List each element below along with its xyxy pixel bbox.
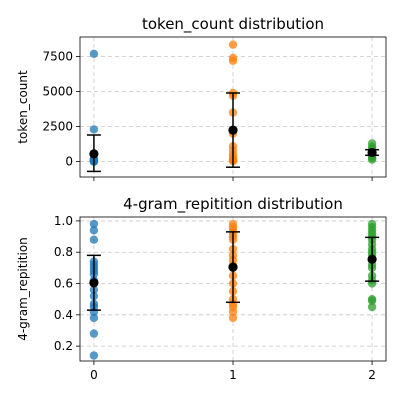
panel2-ytick-label-3: 0.8: [54, 245, 73, 259]
panel1-ytick-label-2: 5000: [42, 85, 73, 99]
panel2-mean-point-0: [89, 278, 99, 288]
panel2-series1-point-17: [228, 307, 238, 316]
panel1-series0-point-1: [89, 125, 99, 134]
panel2-series0-point-17: [89, 351, 99, 360]
panel1-ytick-label-1: 2500: [42, 120, 73, 134]
panel2-mean-point-2: [367, 254, 377, 264]
panel2-series0-point-15: [89, 313, 99, 323]
panel1-series1-point-2: [228, 56, 238, 65]
panel1-mean-point-2: [367, 147, 377, 158]
panel1-title: token_count distribution: [142, 15, 324, 34]
panel2-xtick-label-0: 0: [90, 368, 98, 382]
panel1-mean-point-1: [228, 125, 238, 135]
panel1-ytick-label-3: 7500: [42, 50, 73, 64]
panel2-series1-point-18: [228, 313, 238, 323]
panel2-title: 4-gram_repitition distribution: [123, 195, 343, 214]
panel2-ytick-label-1: 0.4: [54, 308, 73, 322]
panel2-xtick-label-2: 2: [368, 368, 376, 382]
panel2-series0-point-1: [89, 226, 99, 235]
panel2-ytick-label-0: 0.2: [54, 339, 73, 353]
panel2-series2-point-17: [367, 296, 377, 305]
panel1-mean-point-0: [89, 149, 99, 159]
panel1-series2-point-8: [367, 155, 377, 164]
panel1-ytick-label-0: 0: [65, 155, 73, 169]
panel2-ytick-label-2: 0.6: [54, 277, 73, 291]
panel2-ytick-label-4: 1.0: [54, 214, 73, 228]
panel2-series0-point-16: [89, 329, 99, 338]
panel2-ylabel: 4-gram_repitition: [16, 237, 30, 341]
panel1-series0-point-0: [89, 49, 99, 58]
panel2-series0-point-2: [89, 235, 99, 244]
panel1-series1-point-0: [228, 40, 238, 49]
panel2-series0-point-0: [89, 219, 99, 229]
panel2-mean-point-1: [228, 262, 238, 272]
panel1-ylabel: token_count: [16, 70, 30, 144]
panel2-xtick-label-1: 1: [229, 368, 237, 382]
panel2-series2-point-18: [367, 302, 377, 312]
